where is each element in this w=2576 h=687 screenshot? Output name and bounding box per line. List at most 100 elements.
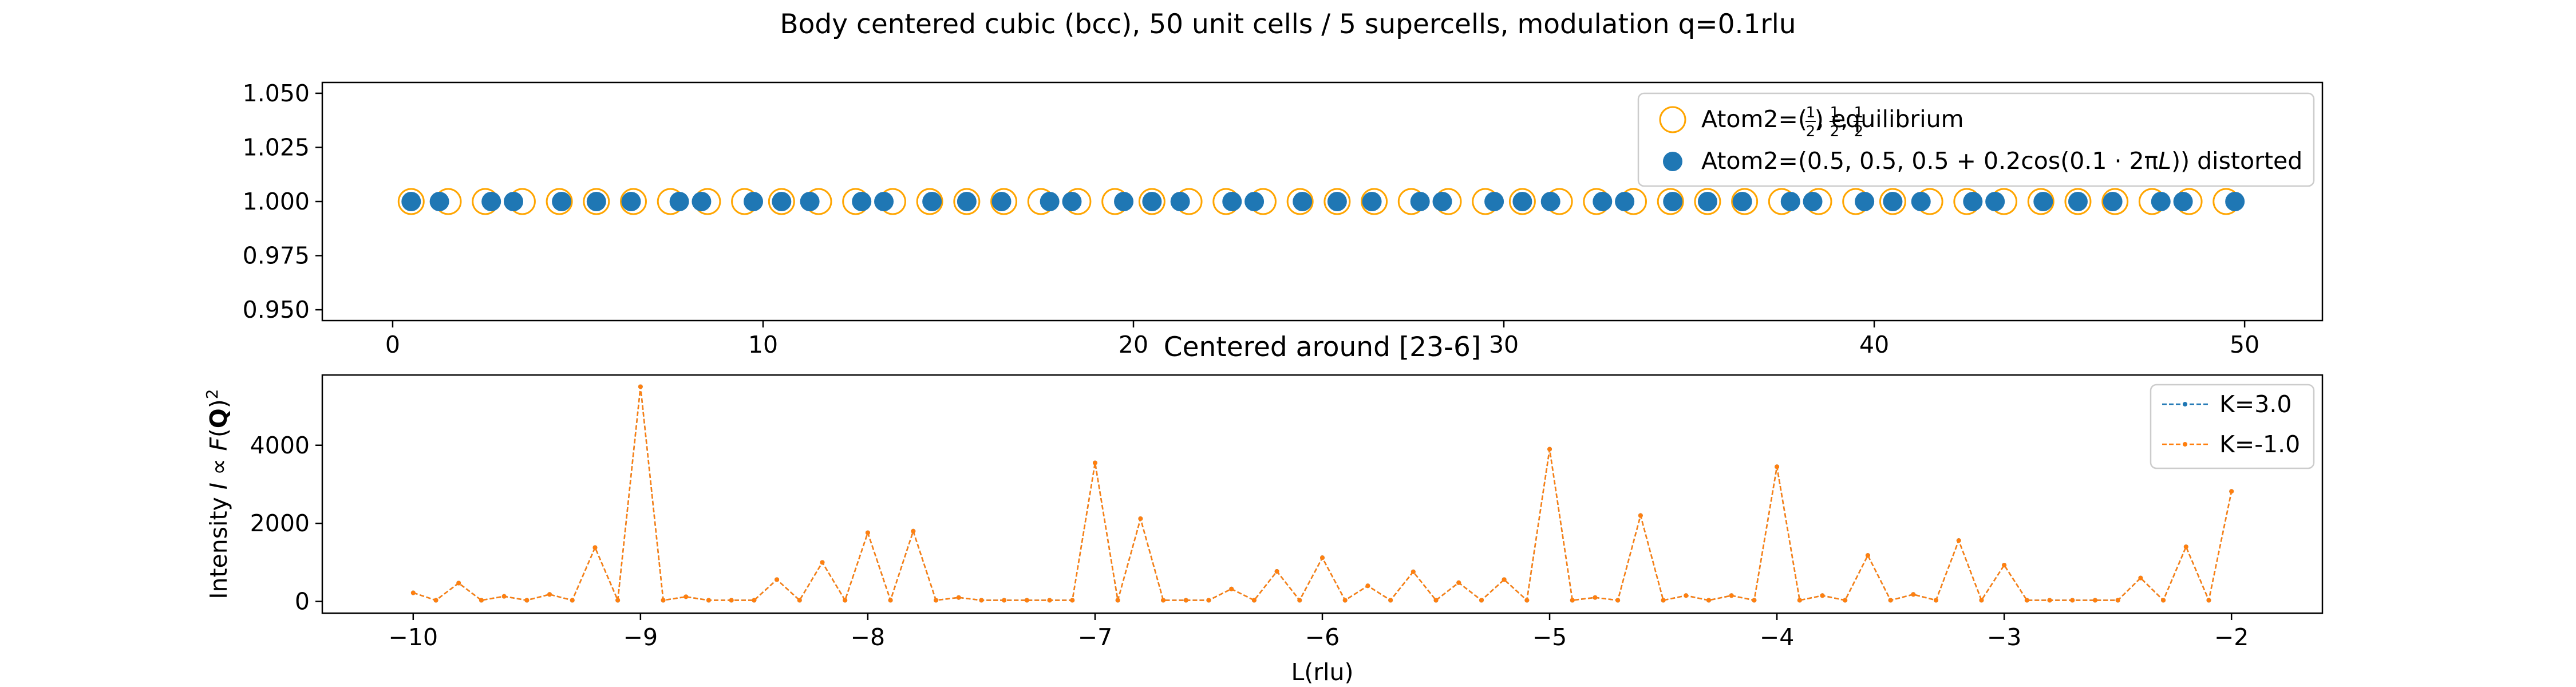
distorted-atom-point xyxy=(1855,192,1875,211)
fraction-denominator: 2 xyxy=(1854,123,1864,140)
series-km1-point xyxy=(1684,593,1689,598)
bottom-legend-box xyxy=(2150,384,2315,469)
distorted-atom-point xyxy=(2068,192,2088,211)
series-km1-point xyxy=(1161,598,1166,603)
series-km1-point xyxy=(1433,598,1439,603)
equilibrium-atom-point xyxy=(1286,188,1314,215)
distorted-atom-point xyxy=(1244,192,1265,211)
series-km1-point xyxy=(615,598,621,603)
bottom-axes-ticks: −10 −9 −8 −7 −6 −5 −4 −3 −2 0 2000 4000 xyxy=(250,432,2249,651)
series-km1-point xyxy=(820,560,825,565)
legend-distorted-marker xyxy=(1663,152,1682,171)
equilibrium-atom-point xyxy=(1657,188,1684,215)
distorted-atom-point xyxy=(2033,192,2053,211)
bottom-xtick-label: −6 xyxy=(1305,623,1340,651)
series-km1-point xyxy=(1251,598,1257,603)
distorted-atom-point xyxy=(1362,192,1382,211)
series-km1-point xyxy=(1365,583,1370,589)
distorted-atom-point xyxy=(692,192,712,211)
series-km1-point xyxy=(1661,598,1666,603)
series-km1-point xyxy=(1865,553,1870,558)
series-km1-point xyxy=(752,598,757,603)
distorted-atom-point xyxy=(1410,192,1430,211)
series-km1-point xyxy=(638,384,643,389)
distorted-atom-point xyxy=(504,192,524,211)
series-km1-point xyxy=(1342,598,1348,603)
top-axes-ticks: 0 10 20 30 40 50 0.950 0.975 1.000 1.025 1.050 xyxy=(243,80,2260,358)
distorted-atom-point xyxy=(1432,192,1452,211)
series-km1-point xyxy=(1138,516,1143,521)
distorted-atom-point xyxy=(1663,192,1683,211)
bottom-axes-title: Centered around [23-6] xyxy=(1164,331,1481,363)
top-xtick-label: 40 xyxy=(1859,331,1889,358)
series-km1-point xyxy=(934,598,939,603)
distorted-atom-point xyxy=(2173,192,2193,211)
bottom-legend: K=3.0 K=-1.0 xyxy=(2150,384,2315,469)
series-km1-point xyxy=(1820,593,1825,598)
top-xtick-label: 0 xyxy=(385,331,400,358)
bottom-xtick-label: −5 xyxy=(1532,623,1567,651)
equilibrium-atom-point xyxy=(397,188,425,215)
distorted-atom-point xyxy=(772,192,792,211)
series-km1-point xyxy=(1274,569,1279,574)
equilibrium-atom-point xyxy=(1731,188,1759,215)
equilibrium-atom-point xyxy=(990,188,1018,215)
top-ytick-label: 0.975 xyxy=(243,242,310,270)
distorted-atom-point xyxy=(2225,192,2245,211)
distorted-atom-point xyxy=(852,192,872,211)
series-km1-point xyxy=(1092,460,1097,465)
distorted-atom-point xyxy=(1512,192,1532,211)
distorted-atom-point xyxy=(1114,192,1134,211)
fraction-comma: , xyxy=(1840,105,1848,133)
equilibrium-atom-point xyxy=(768,188,795,215)
legend-km1-marker xyxy=(2183,442,2187,447)
series-km1-point xyxy=(843,598,848,603)
top-xtick-label: 20 xyxy=(1119,331,1148,358)
top-xtick-label: 50 xyxy=(2230,331,2259,358)
series-km1-point xyxy=(1115,598,1120,603)
equilibrium-atom-point xyxy=(546,188,573,215)
series-km1-point xyxy=(2070,598,2075,603)
series-km1-point xyxy=(2024,598,2029,603)
equilibrium-atom-point xyxy=(953,188,981,215)
distorted-atom-point xyxy=(744,192,764,211)
distorted-atom-point xyxy=(586,192,606,211)
top-axes: 0 10 20 30 40 50 0.950 0.975 1.000 1.025 1.050 Ato… xyxy=(243,80,2324,358)
top-ytick-label: 1.050 xyxy=(243,80,310,107)
series-km1-point xyxy=(683,594,689,599)
legend-k3-label: K=3.0 xyxy=(2219,390,2291,418)
top-axes-marks xyxy=(397,188,2245,215)
series-km1-point xyxy=(706,598,711,603)
distorted-atom-point xyxy=(1593,192,1613,211)
series-km1-point xyxy=(547,592,552,597)
bottom-xtick-label: −2 xyxy=(2214,623,2249,651)
distorted-atom-point xyxy=(922,192,942,211)
distorted-atom-point xyxy=(874,192,894,211)
distorted-atom-point xyxy=(957,192,977,211)
series-km1-point xyxy=(592,545,598,550)
series-km1-point xyxy=(1911,592,1916,597)
distorted-atom-point xyxy=(1170,192,1190,211)
series-km1-point xyxy=(1593,595,1598,600)
fraction-comma: , xyxy=(1816,105,1824,133)
distorted-atom-point xyxy=(2103,192,2123,211)
bottom-axes: Centered around [23-6] −10 −9 −8 −7 −6 −5 −4 −3… xyxy=(203,331,2324,686)
series-km1-point xyxy=(2138,575,2143,581)
equilibrium-atom-point xyxy=(620,188,647,215)
top-legend-box xyxy=(1637,92,2315,187)
bottom-axes-xlabel: L(rlu) xyxy=(1291,658,1353,686)
series-km1-point xyxy=(1888,598,1893,603)
equilibrium-atom-point xyxy=(2027,188,2055,215)
series-km1-point xyxy=(501,594,507,599)
bottom-xtick-label: −10 xyxy=(389,623,438,651)
legend-equilibrium-marker xyxy=(1659,106,1686,133)
distorted-atom-point xyxy=(1780,192,1800,211)
series-km1-point xyxy=(2161,598,2166,603)
distorted-atom-point xyxy=(1062,192,1082,211)
top-legend: Atom2=( ) equilibrium 12, 12, 12 Atom2=(0.… xyxy=(1637,92,2315,187)
series-km1-point xyxy=(2115,598,2120,603)
distorted-atom-point xyxy=(1484,192,1504,211)
series-km1-point xyxy=(1706,598,1711,603)
series-km1-point xyxy=(1615,598,1621,603)
